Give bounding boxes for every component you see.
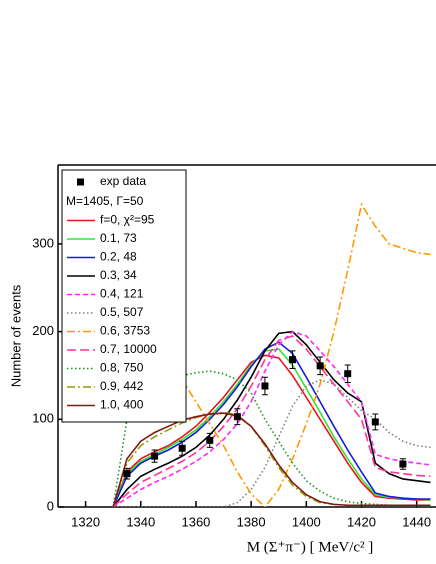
x-tick-label: 1380 [237, 514, 266, 529]
data-point [371, 418, 379, 426]
data-point [344, 370, 352, 378]
y-tick-label: 0 [47, 498, 54, 513]
data-point [289, 356, 297, 364]
data-point [316, 362, 324, 370]
legend-label: 1.0, 400 [100, 398, 144, 412]
legend-label: 0.8, 750 [100, 361, 144, 375]
x-tick-label: 1360 [181, 514, 210, 529]
data-point [233, 413, 241, 421]
series-line [112, 341, 431, 507]
legend-label: 0.7, 10000 [100, 342, 157, 356]
plot-area [112, 202, 431, 507]
series-line [112, 335, 431, 507]
series-line [112, 330, 431, 507]
data-point [151, 452, 159, 460]
legend-label: 0.1, 73 [100, 231, 137, 245]
y-tick-label: 100 [32, 411, 54, 426]
data-point [261, 382, 269, 390]
legend-label: 0.6, 3753 [100, 324, 150, 338]
y-tick-label: 200 [32, 323, 54, 338]
series-line [112, 330, 431, 507]
data-point [178, 444, 186, 452]
legend-label: 0.2, 48 [100, 250, 137, 264]
series-line [112, 412, 431, 507]
legend-title: M=1405, Γ=50 [66, 194, 144, 208]
data-point [399, 460, 407, 468]
legend: exp data M=1405, Γ=50 f=0, χ²=95 0.1, 73 0.2… [61, 169, 187, 423]
x-tick-label: 1420 [347, 514, 376, 529]
data-point [206, 436, 214, 444]
x-tick-label: 1320 [71, 514, 100, 529]
x-tick-label: 1400 [292, 514, 321, 529]
legend-label: 0.3, 34 [100, 268, 137, 282]
x-tick-label: 1340 [126, 514, 155, 529]
x-axis-label: M (Σ⁺π⁻) [ MeV/c² ] [247, 539, 374, 555]
y-tick-label: 300 [32, 235, 54, 250]
legend-marker [77, 178, 84, 186]
legend-label: exp data [100, 174, 146, 188]
legend-label: f=0, χ²=95 [100, 213, 155, 227]
legend-label: 0.5, 507 [100, 305, 144, 319]
legend-label: 0.9, 442 [100, 379, 144, 393]
y-axis-label: Number of events [8, 284, 23, 387]
legend-box [61, 169, 187, 423]
legend-label: 0.4, 121 [100, 287, 144, 301]
x-tick-label: 1440 [402, 514, 431, 529]
data-point [123, 470, 131, 478]
